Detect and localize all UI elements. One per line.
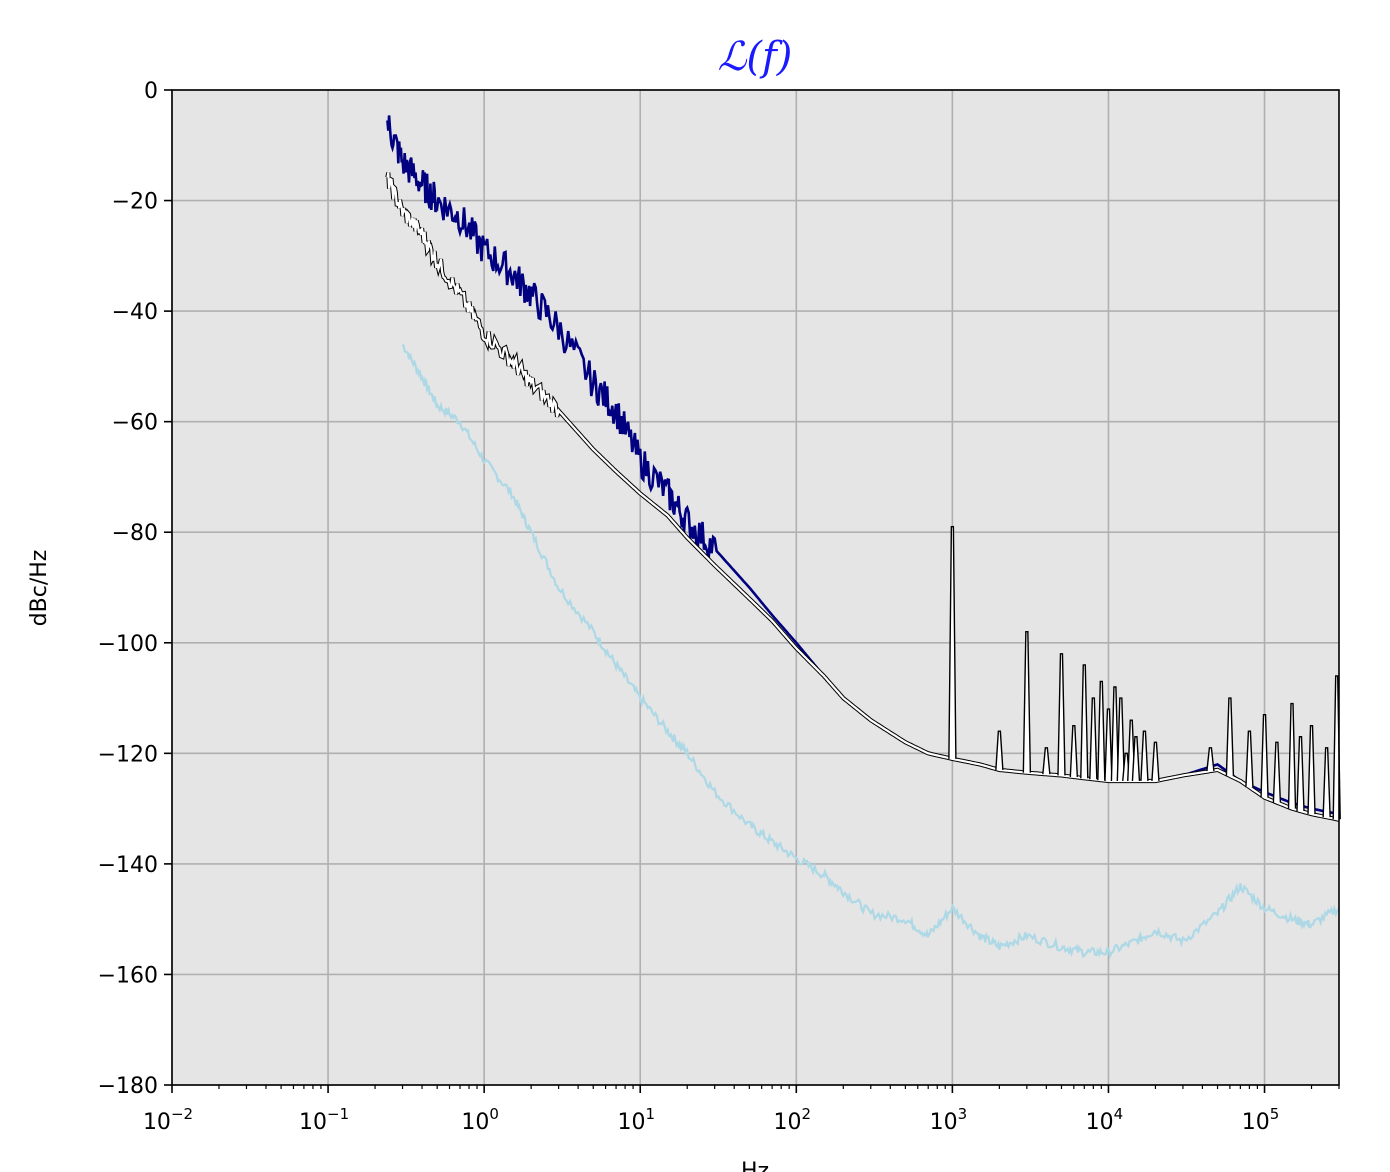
x-tick-label: 104 — [1086, 1105, 1124, 1135]
spur-peak — [1042, 747, 1051, 775]
y-tick-label: −180 — [98, 1074, 158, 1099]
spur-peak — [1110, 686, 1120, 781]
y-tick-label: −120 — [98, 742, 158, 767]
y-tick-label: −40 — [112, 300, 158, 325]
y-tick-label: −160 — [98, 963, 158, 988]
spur-peak — [948, 525, 957, 759]
x-tick-label: 105 — [1242, 1105, 1280, 1135]
spur-peak — [1225, 697, 1235, 776]
spur-peak — [1140, 730, 1149, 782]
x-axis-label: Hz — [741, 1159, 769, 1172]
spur-peak — [1080, 664, 1089, 779]
spur-peak — [1322, 747, 1331, 818]
y-axis-label: dBc/Hz — [27, 550, 52, 627]
spur-peak — [1069, 724, 1079, 777]
y-axis: 0 −20 −40 −60 −80 −100 −120 −140 −160 −180 — [98, 79, 172, 1099]
x-tick-label: 100 — [461, 1105, 499, 1135]
x-tick-label: 101 — [617, 1105, 655, 1135]
spur-peak — [1272, 741, 1282, 803]
y-tick-label: −20 — [112, 190, 158, 215]
spur-peak — [1131, 736, 1141, 782]
plot-background — [172, 90, 1339, 1085]
spur-peak — [1089, 697, 1098, 780]
spur-peak — [1206, 747, 1215, 772]
y-tick-label: −80 — [112, 521, 158, 546]
spur-peak — [1260, 713, 1269, 798]
plot-frame — [171, 89, 1340, 1086]
spur-peak — [1097, 680, 1106, 781]
spur-peak — [1022, 631, 1032, 773]
spur-peak — [1104, 708, 1113, 781]
spur-peak — [1057, 653, 1066, 776]
spur-peak — [1296, 736, 1305, 812]
x-tick-label: 10−2 — [143, 1105, 193, 1135]
x-tick-label: 103 — [930, 1105, 968, 1135]
spur-peak — [995, 730, 1004, 770]
x-tick-label: 102 — [774, 1105, 812, 1135]
spur-peak — [1151, 741, 1160, 782]
series-line — [401, 343, 1340, 960]
series-layer — [385, 115, 1341, 960]
y-tick-label: −100 — [98, 632, 158, 657]
chart-title: ℒ(f) — [718, 34, 793, 80]
series-line — [386, 172, 1340, 821]
spur-peak — [1307, 724, 1316, 815]
y-tick-label: 0 — [144, 79, 158, 104]
spur-peak — [1116, 697, 1126, 781]
spur-peak — [1287, 702, 1297, 809]
y-tick-label: −60 — [112, 411, 158, 436]
x-tick-label: 10−1 — [299, 1105, 349, 1135]
x-axis: 10−2 10−1 100 101 102 103 104 105 — [143, 1085, 1340, 1135]
y-tick-label: −140 — [98, 853, 158, 878]
spur-peak — [1245, 730, 1254, 788]
